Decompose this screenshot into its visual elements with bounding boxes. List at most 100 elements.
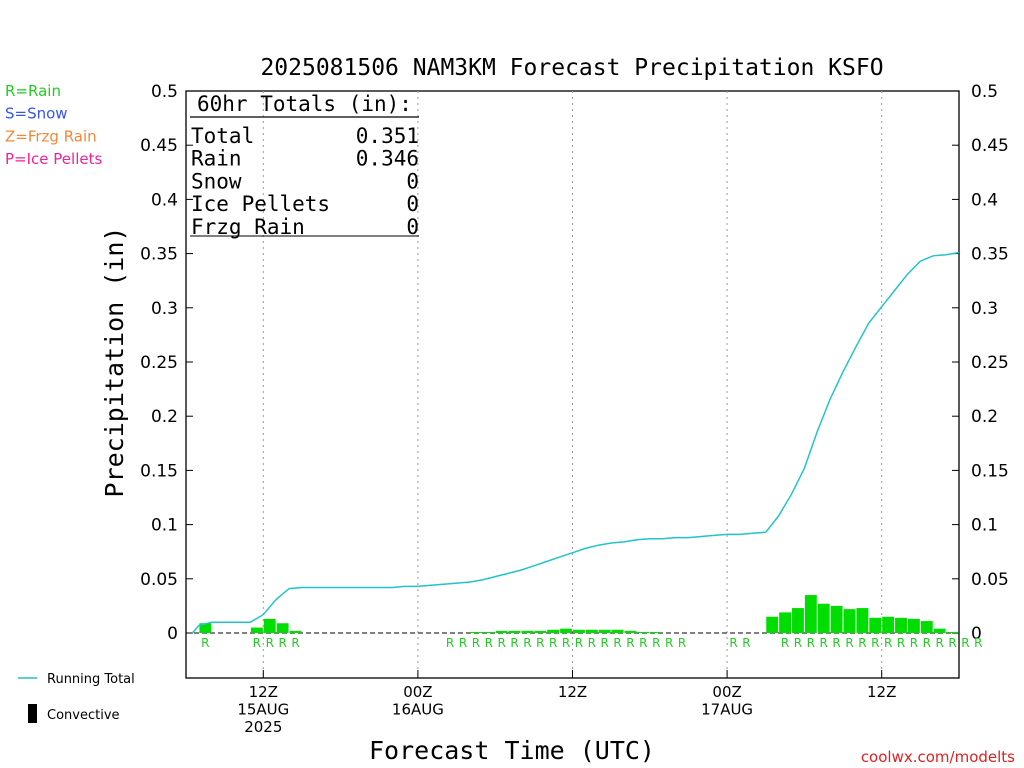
x-tick-label: 12Z: [249, 683, 278, 701]
y-tick-label-left: 0.4: [151, 190, 178, 210]
ptype-legend: R=Rain S=Snow Z=Frzg Rain P=Ice Pellets: [5, 82, 102, 168]
y-tick-label-left: 0.15: [140, 461, 178, 481]
y-tick-label-left: 0.05: [140, 570, 178, 590]
ptype-code: R: [871, 636, 879, 650]
y-axis-right: 0 0.05 0.1 0.15 0.2 0.25 0.3 0.35 0.4 0.45 0.5: [952, 82, 1009, 644]
y-tick-label-right: 0.25: [971, 353, 1009, 373]
precip-bar: [547, 629, 560, 633]
y-tick-label-right: 0.2: [971, 407, 998, 427]
ptype-code: R: [652, 636, 660, 650]
totals-heading: 60hr Totals (in):: [197, 92, 412, 116]
ptype-legend-item: S=Snow: [5, 105, 68, 123]
ptype-legend-item: R=Rain: [5, 82, 61, 100]
precip-bar: [276, 623, 289, 633]
y-tick-label-left: 0.2: [151, 407, 178, 427]
precip-bar: [792, 608, 804, 633]
y-tick-label-left: 0.5: [151, 82, 178, 102]
ptype-code: R: [948, 636, 956, 650]
precip-bar: [804, 595, 817, 633]
precip-bar: [766, 616, 779, 633]
x-tick-label: 12Z: [867, 683, 896, 701]
y-tick-label-right: 0.4: [971, 190, 998, 210]
ptype-code: R: [253, 636, 261, 650]
y-tick-label-right: 0.45: [971, 136, 1009, 156]
ptype-code: R: [575, 636, 583, 650]
precip-bar: [521, 630, 534, 633]
ptype-code: R: [832, 636, 840, 650]
ptype-code: R: [897, 636, 905, 650]
ptype-code: R: [729, 636, 737, 650]
y-axis-left: 0 0.05 0.1 0.15 0.2 0.25 0.3 0.35 0.4 0.45 0.5: [140, 82, 193, 644]
ptype-code: R: [794, 636, 802, 650]
ptype-code: R: [601, 636, 609, 650]
y-axis-label: Precipitation (in): [100, 227, 129, 498]
precip-bar: [624, 630, 637, 633]
bottom-legend-label: Convective: [47, 708, 120, 723]
ptype-code: R: [485, 636, 493, 650]
bottom-legend: Running Total Convective: [18, 672, 135, 723]
precip-bar: [598, 629, 611, 633]
y-tick-label-left: 0: [167, 624, 178, 644]
credit-text: coolwx.com/modelts: [861, 748, 1015, 766]
ptype-code: R: [974, 636, 982, 650]
ptype-code: R: [497, 636, 505, 650]
y-tick-label-left: 0.3: [151, 299, 178, 319]
y-tick-label-right: 0.1: [971, 516, 998, 536]
chart-title: 2025081506 NAM3KM Forecast Precipitation…: [260, 55, 883, 81]
ptype-code: R: [665, 636, 673, 650]
ptype-code: R: [626, 636, 634, 650]
totals-value: 0: [406, 215, 419, 239]
ptype-code: R: [613, 636, 621, 650]
ptype-code: R: [291, 636, 299, 650]
ptype-code: R: [961, 636, 969, 650]
ptype-code: R: [201, 636, 209, 650]
convective-legend-swatch: [28, 704, 37, 723]
ptype-code: R: [523, 636, 531, 650]
y-tick-label-right: 0: [971, 624, 982, 644]
x-tick-label: 16AUG: [392, 701, 444, 719]
precip-bar: [946, 631, 959, 633]
x-axis-label: Forecast Time (UTC): [369, 736, 655, 765]
precip-bar: [637, 631, 650, 633]
x-tick-label: 2025: [244, 718, 282, 736]
totals-value: 0: [406, 169, 419, 193]
y-tick-label-left: 0.35: [140, 245, 178, 265]
precip-bar: [199, 623, 212, 633]
precip-bar: [611, 629, 624, 633]
precip-bar: [289, 630, 302, 633]
precip-bar: [469, 631, 482, 633]
totals-value: 0: [406, 192, 419, 216]
x-grid: [262, 91, 883, 678]
precip-bar: [830, 605, 843, 633]
precip-bar: [882, 616, 895, 633]
precip-bar: [560, 628, 572, 633]
precip-bar: [585, 629, 598, 633]
ptype-code: R: [459, 636, 467, 650]
ptype-code: R: [472, 636, 480, 650]
y-tick-label-left: 0.45: [140, 136, 178, 156]
ptype-code: R: [678, 636, 686, 650]
ptype-code: R: [278, 636, 286, 650]
ptype-code: R: [936, 636, 944, 650]
ptype-code: R: [910, 636, 918, 650]
precip-bar: [508, 630, 521, 633]
precip-bar: [534, 630, 547, 633]
x-tick-label: 00Z: [403, 683, 432, 701]
ptype-code: R: [266, 636, 274, 650]
y-tick-label-left: 0.1: [151, 516, 178, 536]
ptype-code: R: [820, 636, 828, 650]
precip-bar: [482, 631, 495, 633]
x-tick-label: 17AUG: [701, 701, 753, 719]
ptype-code: R: [562, 636, 570, 650]
totals-value: 0.346: [356, 147, 419, 171]
precip-bar: [895, 617, 907, 633]
ptype-code: R: [781, 636, 789, 650]
precip-bar: [817, 603, 830, 633]
ptype-code: R: [742, 636, 750, 650]
ptype-code: R: [639, 636, 647, 650]
ptype-code: R: [536, 636, 544, 650]
precip-bar: [869, 617, 882, 633]
